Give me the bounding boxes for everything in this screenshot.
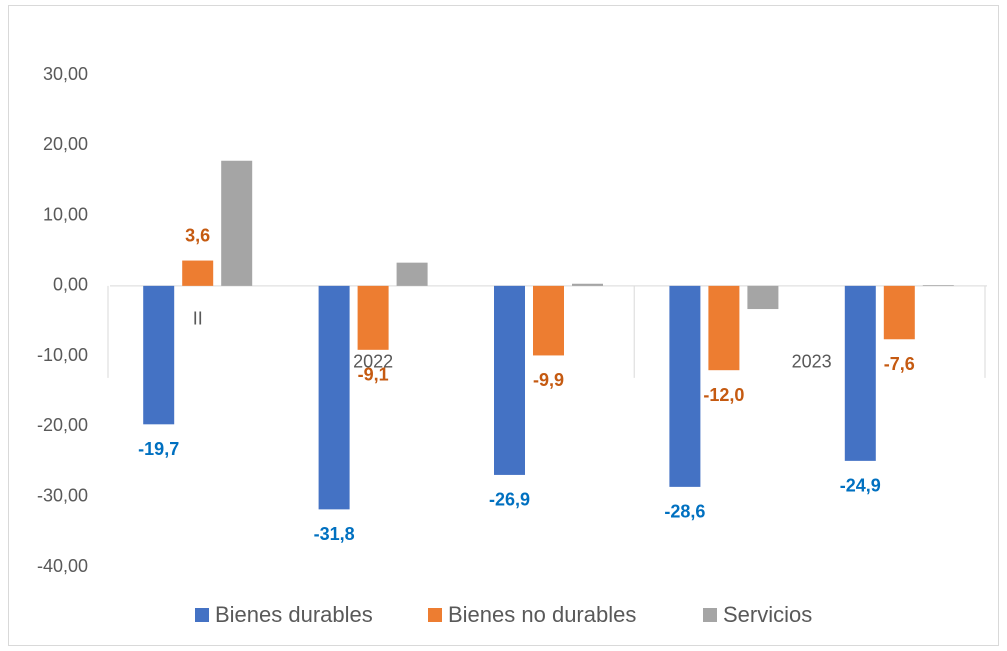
y-tick-label: 20,00 <box>43 134 88 154</box>
data-label: -12,0 <box>703 385 744 405</box>
y-tick-label: 30,00 <box>43 64 88 84</box>
group-label: 2023 <box>792 352 832 372</box>
group-label: 2022 <box>353 352 393 372</box>
legend-label: Bienes no durables <box>448 602 636 627</box>
bar <box>747 285 779 310</box>
bar <box>883 285 915 340</box>
x-tick-label: II <box>193 309 203 329</box>
data-label: -7,6 <box>884 354 915 374</box>
bar <box>844 285 876 461</box>
legend-swatch <box>195 608 209 622</box>
data-label: -9,1 <box>358 365 389 385</box>
y-tick-label: -30,00 <box>37 485 88 505</box>
y-tick-label: -10,00 <box>37 345 88 365</box>
bar <box>318 285 350 510</box>
data-label: -31,8 <box>314 524 355 544</box>
y-tick-label: 0,00 <box>53 275 88 295</box>
bar <box>572 283 603 286</box>
y-tick-label: 10,00 <box>43 204 88 224</box>
bar <box>396 262 428 286</box>
bar <box>221 160 253 286</box>
legend-label: Bienes durables <box>215 602 373 627</box>
y-tick-label: -40,00 <box>37 556 88 576</box>
data-label: -28,6 <box>664 502 705 522</box>
bar <box>669 285 701 487</box>
y-tick-label: -20,00 <box>37 415 88 435</box>
bar <box>922 285 954 286</box>
legend-label: Servicios <box>723 602 812 627</box>
legend-swatch <box>428 608 442 622</box>
bar <box>708 285 740 371</box>
bar <box>494 285 525 475</box>
data-label: -24,9 <box>840 476 881 496</box>
bar <box>357 285 389 350</box>
bar <box>182 260 214 286</box>
bar <box>533 285 564 356</box>
data-label: -19,7 <box>138 439 179 459</box>
data-label: -26,9 <box>489 490 530 510</box>
data-label: -9,9 <box>533 370 564 390</box>
legend-swatch <box>703 608 717 622</box>
bar <box>143 285 175 425</box>
data-label: 3,6 <box>185 225 210 245</box>
